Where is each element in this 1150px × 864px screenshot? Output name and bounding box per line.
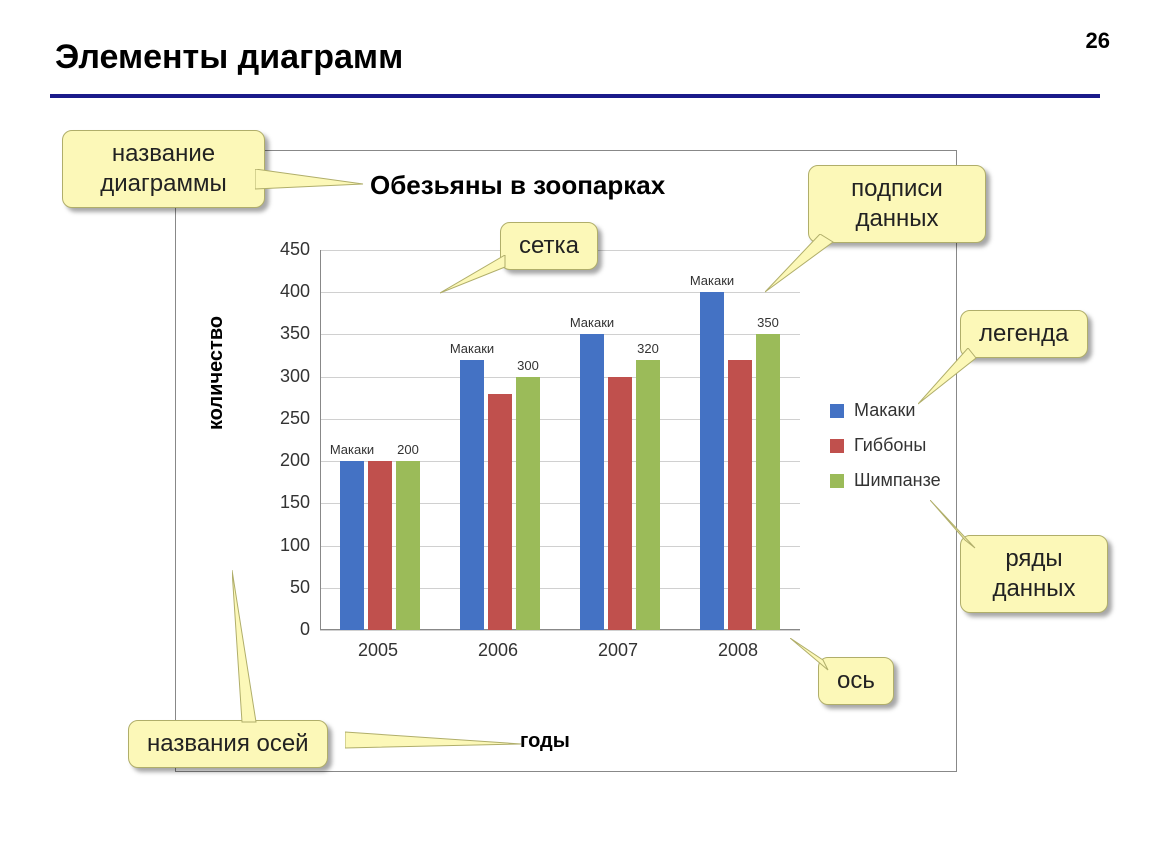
grid-line [320, 630, 800, 631]
callout-data-labels: подписи данных [808, 165, 986, 243]
callout-text: подписи данных [851, 175, 943, 232]
callout-tail-icon [232, 570, 272, 725]
bar [368, 461, 392, 630]
chart-title: Обезьяны в зоопарках [370, 170, 665, 201]
bar [580, 334, 604, 630]
callout-legend: легенда [960, 310, 1088, 358]
legend-swatch [830, 474, 844, 488]
y-tick-label: 150 [260, 492, 310, 513]
bar-label: Макаки [330, 442, 374, 457]
x-tick-label: 2005 [348, 640, 408, 661]
legend-swatch [830, 404, 844, 418]
y-tick-label: 450 [260, 239, 310, 260]
bar-label: Макаки [690, 273, 734, 288]
slide-title: Элементы диаграмм [55, 38, 403, 77]
callout-tail-icon [440, 255, 510, 295]
grid-line [320, 292, 800, 293]
callout-tail-icon [930, 500, 980, 550]
bar [636, 360, 660, 630]
bar [756, 334, 780, 630]
bar [396, 461, 420, 630]
x-tick-label: 2007 [588, 640, 648, 661]
y-tick-label: 250 [260, 408, 310, 429]
legend-swatch [830, 439, 844, 453]
legend-label: Гиббоны [854, 435, 926, 456]
y-tick-label: 300 [260, 366, 310, 387]
callout-tail-icon [790, 638, 830, 673]
y-tick-label: 200 [260, 450, 310, 471]
bar-value-label: 350 [757, 315, 779, 330]
callout-data-series: ряды данных [960, 535, 1108, 613]
y-tick-label: 350 [260, 323, 310, 344]
callout-text: легенда [979, 320, 1069, 347]
bar [608, 377, 632, 630]
x-axis-label: годы [520, 730, 570, 753]
callout-axis-titles: названия осей [128, 720, 328, 768]
bar [340, 461, 364, 630]
bar-value-label: 200 [397, 442, 419, 457]
callout-text: ряды данных [992, 545, 1075, 602]
y-tick-label: 100 [260, 535, 310, 556]
callout-grid: сетка [500, 222, 598, 270]
x-tick-label: 2006 [468, 640, 528, 661]
bar [700, 292, 724, 630]
y-axis [320, 250, 321, 630]
callout-tail-icon [918, 348, 978, 408]
bar-label: Макаки [570, 315, 614, 330]
bar-value-label: 320 [637, 341, 659, 356]
bar-label: Макаки [450, 341, 494, 356]
bar [460, 360, 484, 630]
callout-tail-icon [255, 169, 365, 209]
callout-tail-icon [345, 730, 525, 755]
title-underline [50, 94, 1100, 98]
page-number: 26 [1086, 28, 1110, 54]
y-tick-label: 400 [260, 281, 310, 302]
plot-area: 050100150200250300350400450Макаки2002005… [320, 250, 800, 630]
callout-chart-title: название диаграммы [62, 130, 265, 208]
bar [728, 360, 752, 630]
legend-label: Шимпанзе [854, 470, 941, 491]
x-tick-label: 2008 [708, 640, 768, 661]
legend-item: Гиббоны [830, 435, 941, 456]
legend-label: Макаки [854, 400, 915, 421]
callout-text: сетка [519, 232, 579, 259]
grid-line [320, 334, 800, 335]
bar [488, 394, 512, 630]
callout-text: названия осей [147, 730, 309, 757]
callout-text: название диаграммы [100, 140, 226, 197]
callout-tail-icon [765, 234, 835, 294]
y-axis-label: количество [205, 316, 228, 430]
callout-text: ось [837, 667, 875, 694]
legend-item: Шимпанзе [830, 470, 941, 491]
legend: Макаки Гиббоны Шимпанзе [830, 400, 941, 505]
bar-value-label: 300 [517, 358, 539, 373]
bar [516, 377, 540, 630]
